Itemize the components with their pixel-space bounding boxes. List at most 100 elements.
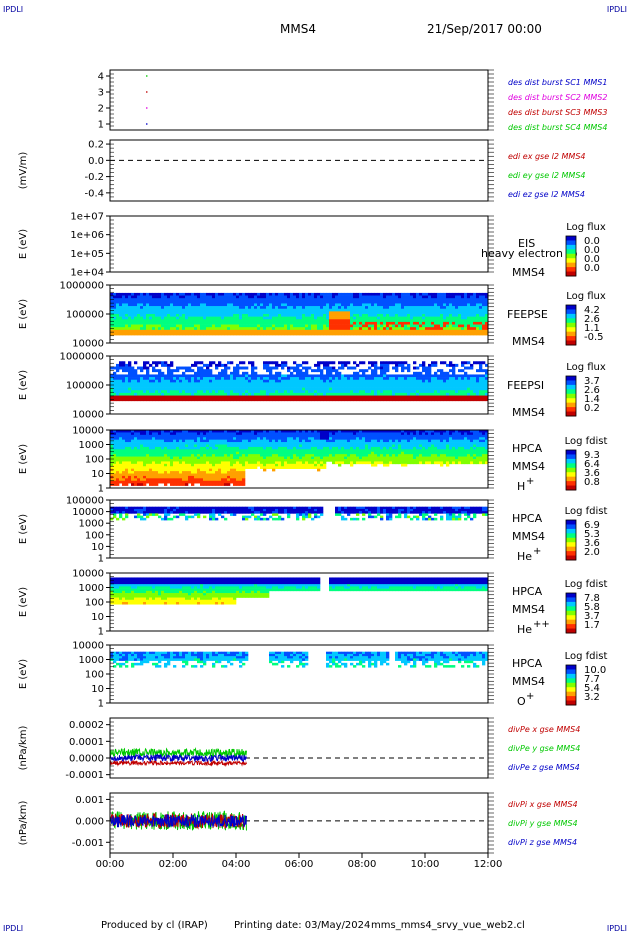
hpca-h-panel-cell: [149, 454, 152, 457]
feepse-panel-cell: [302, 325, 305, 328]
feepsi-panel-cell: [305, 374, 308, 377]
feepse-panel-cell: [371, 330, 374, 333]
feepse-panel-cell: [380, 322, 383, 325]
feepse-panel-cell: [362, 325, 365, 328]
feepse-panel-cell: [467, 298, 470, 301]
corner-label-bottom-right: IPDLI: [607, 924, 627, 933]
feepsi-panel-cell: [440, 372, 443, 375]
feepsi-panel-cell: [455, 377, 458, 380]
feepsi-panel-cell: [368, 398, 371, 401]
feepse-panel-cell: [356, 298, 359, 301]
feepse-panel-cell: [263, 306, 266, 309]
hpca-h-panel-cell: [239, 464, 242, 467]
feepse-panel-cell: [380, 303, 383, 306]
feepse-panel-cell: [266, 317, 269, 320]
feepse-panel-cell: [182, 322, 185, 325]
feepsi-panel-cell: [389, 382, 392, 385]
feepsi-panel-cell: [374, 380, 377, 383]
feepse-panel-cell: [320, 332, 323, 335]
feepse-panel-cell: [362, 314, 365, 317]
hpca-h-panel-cell: [197, 447, 200, 450]
feepse-panel-cell: [143, 296, 146, 299]
feepse-panel-cell: [311, 298, 314, 301]
feepsi-panel-cell: [299, 382, 302, 385]
feepsi-panel-cell: [296, 380, 299, 383]
hpca-h-panel-cell: [149, 459, 152, 462]
feepsi-panel-cell: [323, 385, 326, 388]
feepsi-panel-cell: [251, 388, 254, 391]
feepse-panel-cell: [443, 311, 446, 314]
hpca-h-panel-cell: [122, 466, 125, 469]
feepsi-panel-cell: [230, 374, 233, 377]
feepse-panel-cell: [266, 293, 269, 296]
feepse-panel-cell: [467, 330, 470, 333]
feepse-panel-cell: [296, 332, 299, 335]
feepse-panel-cell: [281, 311, 284, 314]
hpca-h-panel-cell: [149, 449, 152, 452]
feepsi-panel-cell: [362, 382, 365, 385]
feepsi-panel-cell: [239, 388, 242, 391]
hpca-h-panel-cell: [140, 454, 143, 457]
feepse-panel-colorbar-segment: [566, 318, 576, 323]
feepsi-panel-cell: [374, 374, 377, 377]
feepse-panel-cell: [308, 298, 311, 301]
feepse-panel-cell: [398, 330, 401, 333]
feepse-panel-cell: [155, 301, 158, 304]
feepse-panel-cell: [383, 298, 386, 301]
feepsi-panel-cell: [155, 385, 158, 388]
feepsi-panel-cell: [203, 396, 206, 399]
hpca-h-panel-cell: [224, 435, 227, 438]
feepsi-panel-cell: [263, 367, 266, 370]
hpca-h-panel-cell: [158, 445, 161, 448]
feepsi-panel-cell: [428, 367, 431, 370]
hpca-h-panel-heatmap: [110, 430, 488, 486]
feepse-panel-cell: [422, 301, 425, 304]
feepsi-panel-cell: [308, 380, 311, 383]
hpca-h-panel-cell: [200, 471, 203, 474]
hpca-h-panel-cell: [215, 461, 218, 464]
feepse-panel-cell: [341, 296, 344, 299]
feepse-panel-cell: [269, 301, 272, 304]
feepse-panel-cell: [311, 332, 314, 335]
feepsi-panel-cell: [284, 364, 287, 367]
feepsi-panel-cell: [362, 390, 365, 393]
feepse-panel-cell: [218, 309, 221, 312]
feepse-panel-cell: [377, 317, 380, 320]
feepse-panel-cell: [386, 296, 389, 299]
feepse-panel-cell: [377, 296, 380, 299]
hpca-h-panel-cell: [209, 478, 212, 481]
hpca-h-panel-cell: [209, 474, 212, 477]
feepsi-panel-cell: [467, 398, 470, 401]
feepse-panel-cell: [470, 296, 473, 299]
hpca-h-panel-cell: [131, 474, 134, 477]
feepsi-panel-cell: [134, 385, 137, 388]
feepsi-panel-cell: [203, 390, 206, 393]
hpca-h-panel-cell: [233, 461, 236, 464]
burst-panel-legend-entry: des dist burst SC3 MMS3: [508, 108, 607, 117]
hpca-h-panel-cell: [242, 483, 245, 486]
hpca-h-panel-cell: [218, 464, 221, 467]
feepse-panel-cell: [302, 317, 305, 320]
feepsi-panel-cell: [479, 380, 482, 383]
feepse-panel-cell: [191, 298, 194, 301]
hpca-h-panel-cell: [188, 461, 191, 464]
feepse-panel-cell: [230, 303, 233, 306]
hpca-h-panel-cell: [173, 454, 176, 457]
hpca-h-panel-cell: [185, 459, 188, 462]
feepse-panel-cell: [425, 332, 428, 335]
feepsi-panel-cell: [359, 385, 362, 388]
feepse-panel-cell: [353, 322, 356, 325]
feepsi-panel-cell: [272, 367, 275, 370]
feepse-panel-cell: [122, 325, 125, 328]
feepse-panel-cell: [326, 296, 329, 299]
hpca-h-panel-cell: [143, 476, 146, 479]
hpca-h-panel-cell: [212, 474, 215, 477]
feepsi-panel-cell: [128, 374, 131, 377]
feepsi-panel-cell: [293, 377, 296, 380]
feepsi-panel-cell: [218, 393, 221, 396]
feepsi-panel-cell: [230, 361, 233, 364]
feepsi-panel-cell: [482, 388, 485, 391]
feepse-panel-cell: [221, 296, 224, 299]
feepse-panel-cell: [149, 317, 152, 320]
feepse-panel-cell: [449, 306, 452, 309]
